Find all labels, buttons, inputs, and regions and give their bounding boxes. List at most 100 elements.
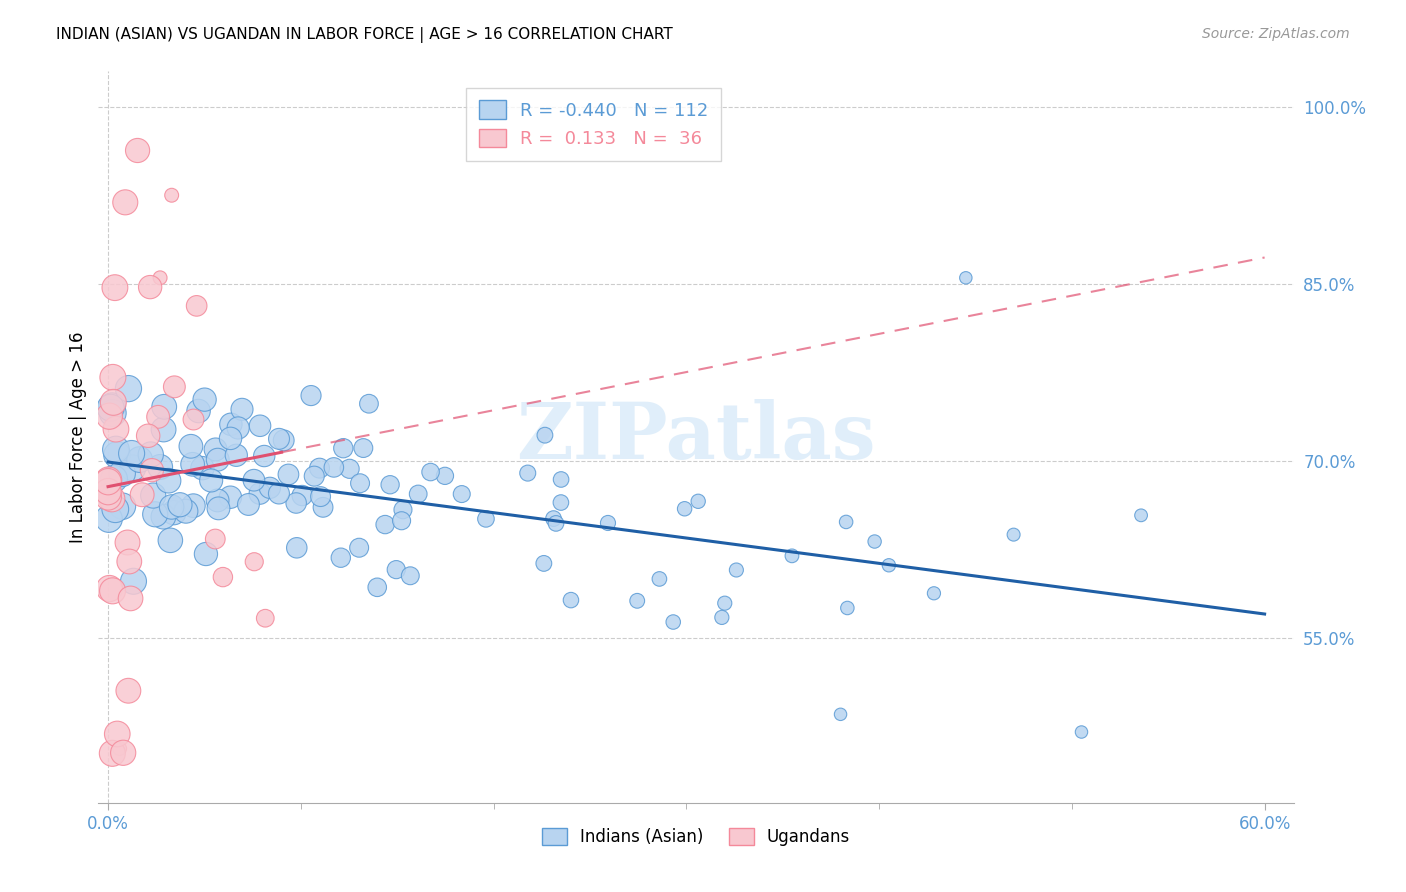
Point [204, 532, 226, 546]
Point [104, 280, 127, 294]
Point [550, 473, 572, 487]
Point [322, 460, 344, 475]
Point [688, 494, 710, 508]
Point [332, 441, 354, 455]
Point [191, 461, 214, 475]
Point [406, 487, 429, 501]
Point [226, 421, 249, 435]
Point [160, 188, 183, 202]
Point [105, 727, 128, 741]
Point [267, 432, 290, 446]
Point [139, 280, 162, 294]
Point [259, 481, 281, 495]
Point [194, 547, 217, 561]
Text: ZIPatlas: ZIPatlas [516, 399, 876, 475]
Point [830, 707, 852, 722]
Point [357, 397, 380, 411]
Point [309, 490, 332, 504]
Point [837, 601, 859, 615]
Point [157, 474, 180, 488]
Point [253, 449, 276, 463]
Point [122, 574, 145, 589]
Point [713, 596, 735, 610]
Point [212, 570, 235, 584]
Point [347, 541, 370, 555]
Point [101, 370, 124, 384]
Point [225, 448, 247, 462]
Point [97, 490, 120, 504]
Point [516, 466, 538, 480]
Point [433, 468, 456, 483]
Point [163, 380, 186, 394]
Point [121, 446, 143, 460]
Point [159, 533, 181, 548]
Point [97, 484, 120, 499]
Point [146, 409, 169, 424]
Point [100, 401, 122, 415]
Point [114, 195, 136, 210]
Text: INDIAN (ASIAN) VS UGANDAN IN LABOR FORCE | AGE > 16 CORRELATION CHART: INDIAN (ASIAN) VS UGANDAN IN LABOR FORCE… [56, 27, 673, 43]
Point [98, 409, 121, 424]
Point [273, 434, 295, 448]
Point [97, 475, 120, 489]
Point [1002, 527, 1025, 541]
Text: Source: ZipAtlas.com: Source: ZipAtlas.com [1202, 27, 1350, 41]
Point [143, 508, 166, 522]
Point [181, 458, 204, 472]
Point [1130, 508, 1153, 523]
Point [374, 517, 396, 532]
Point [127, 144, 149, 158]
Point [104, 442, 127, 457]
Point [312, 500, 335, 515]
Point [863, 534, 886, 549]
Point [352, 441, 374, 455]
Point [267, 486, 290, 500]
Point [117, 683, 139, 698]
Point [118, 554, 141, 568]
Point [207, 493, 229, 508]
Point [194, 392, 217, 407]
Point [835, 515, 858, 529]
Point [291, 489, 314, 503]
Point [249, 486, 271, 500]
Point [112, 746, 135, 760]
Point [550, 495, 572, 509]
Point [626, 594, 648, 608]
Point [169, 498, 191, 512]
Point [98, 582, 121, 596]
Point [219, 417, 242, 432]
Point [141, 463, 163, 477]
Point [419, 465, 441, 479]
Point [104, 422, 127, 436]
Point [725, 563, 748, 577]
Point [120, 591, 142, 606]
Point [97, 473, 120, 487]
Point [385, 563, 408, 577]
Point [299, 388, 322, 402]
Point [139, 448, 162, 462]
Point [207, 452, 229, 467]
Point [366, 580, 388, 594]
Point [183, 499, 205, 513]
Point [238, 498, 260, 512]
Point [149, 460, 172, 475]
Point [219, 431, 242, 445]
Point [103, 395, 125, 409]
Point [391, 514, 413, 528]
Point [187, 404, 209, 418]
Point [231, 402, 253, 417]
Point [136, 429, 159, 443]
Point [160, 500, 183, 514]
Point [922, 586, 945, 600]
Point [544, 516, 567, 531]
Point [1070, 725, 1092, 739]
Point [204, 442, 226, 457]
Point [254, 611, 277, 625]
Point [186, 299, 208, 313]
Point [152, 422, 174, 436]
Point [710, 610, 733, 624]
Point [103, 472, 125, 486]
Point [339, 462, 361, 476]
Point [101, 406, 124, 420]
Point [534, 428, 557, 442]
